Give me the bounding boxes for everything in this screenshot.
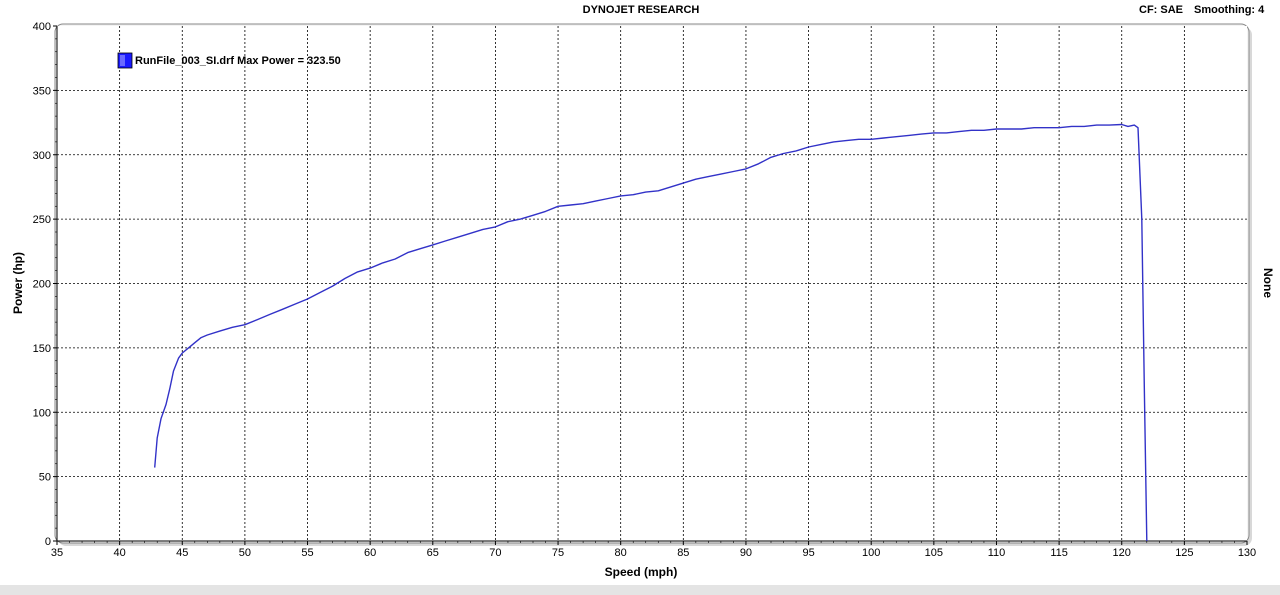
- x-tick-label: 130: [1238, 547, 1256, 559]
- x-tick-label: 100: [862, 547, 880, 559]
- right-axis-label: None: [1261, 268, 1275, 298]
- x-tick-label: 65: [427, 547, 439, 559]
- x-tick-label: 35: [51, 547, 63, 559]
- x-tick-label: 50: [239, 547, 251, 559]
- x-tick-label: 115: [1050, 547, 1068, 559]
- y-tick-label: 150: [33, 343, 51, 355]
- grid-layer: [57, 26, 1247, 541]
- legend: RunFile_003_SI.drf Max Power = 323.50: [117, 52, 341, 69]
- y-tick-label: 200: [33, 279, 51, 291]
- x-tick-label: 40: [114, 547, 126, 559]
- x-tick-label: 90: [740, 547, 752, 559]
- x-tick-label: 55: [301, 547, 313, 559]
- x-tick-label: 60: [364, 547, 376, 559]
- y-axis-label: Power (hp): [11, 252, 25, 314]
- x-tick-label: 120: [1113, 547, 1131, 559]
- smoothing-label: Smoothing: 4: [1194, 4, 1265, 16]
- y-tick-label: 350: [33, 85, 51, 97]
- tick-layer: 35 40 45 50 55 60 65 70 75 80 85 90 95 100 105 110 115 12…: [33, 21, 1257, 559]
- series-layer: [154, 123, 1148, 542]
- plot-area: [57, 26, 1247, 541]
- legend-label: RunFile_003_SI.drf Max Power = 323.50: [135, 55, 341, 67]
- x-axis-label: Speed (mph): [605, 565, 678, 579]
- x-tick-label: 95: [802, 547, 814, 559]
- x-tick-label: 45: [176, 547, 188, 559]
- x-tick-label: 70: [489, 547, 501, 559]
- y-tick-label: 50: [39, 472, 51, 484]
- x-tick-label: 80: [615, 547, 627, 559]
- x-tick-label: 85: [677, 547, 689, 559]
- chart-title: DYNOJET RESEARCH: [583, 4, 700, 16]
- x-tick-label: 75: [552, 547, 564, 559]
- x-tick-label: 125: [1175, 547, 1193, 559]
- y-tick-label: 300: [33, 150, 51, 162]
- x-tick-label: 110: [988, 547, 1006, 559]
- bottom-strip: [0, 585, 1280, 595]
- y-tick-label: 0: [45, 536, 51, 548]
- power-curve-line: [154, 123, 1148, 542]
- y-tick-label: 250: [33, 214, 51, 226]
- y-tick-label: 400: [33, 21, 51, 33]
- x-tick-label: 105: [925, 547, 943, 559]
- legend-swatch-highlight: [120, 55, 125, 66]
- correction-factor-label: CF: SAE: [1139, 4, 1183, 16]
- y-tick-label: 100: [33, 407, 51, 419]
